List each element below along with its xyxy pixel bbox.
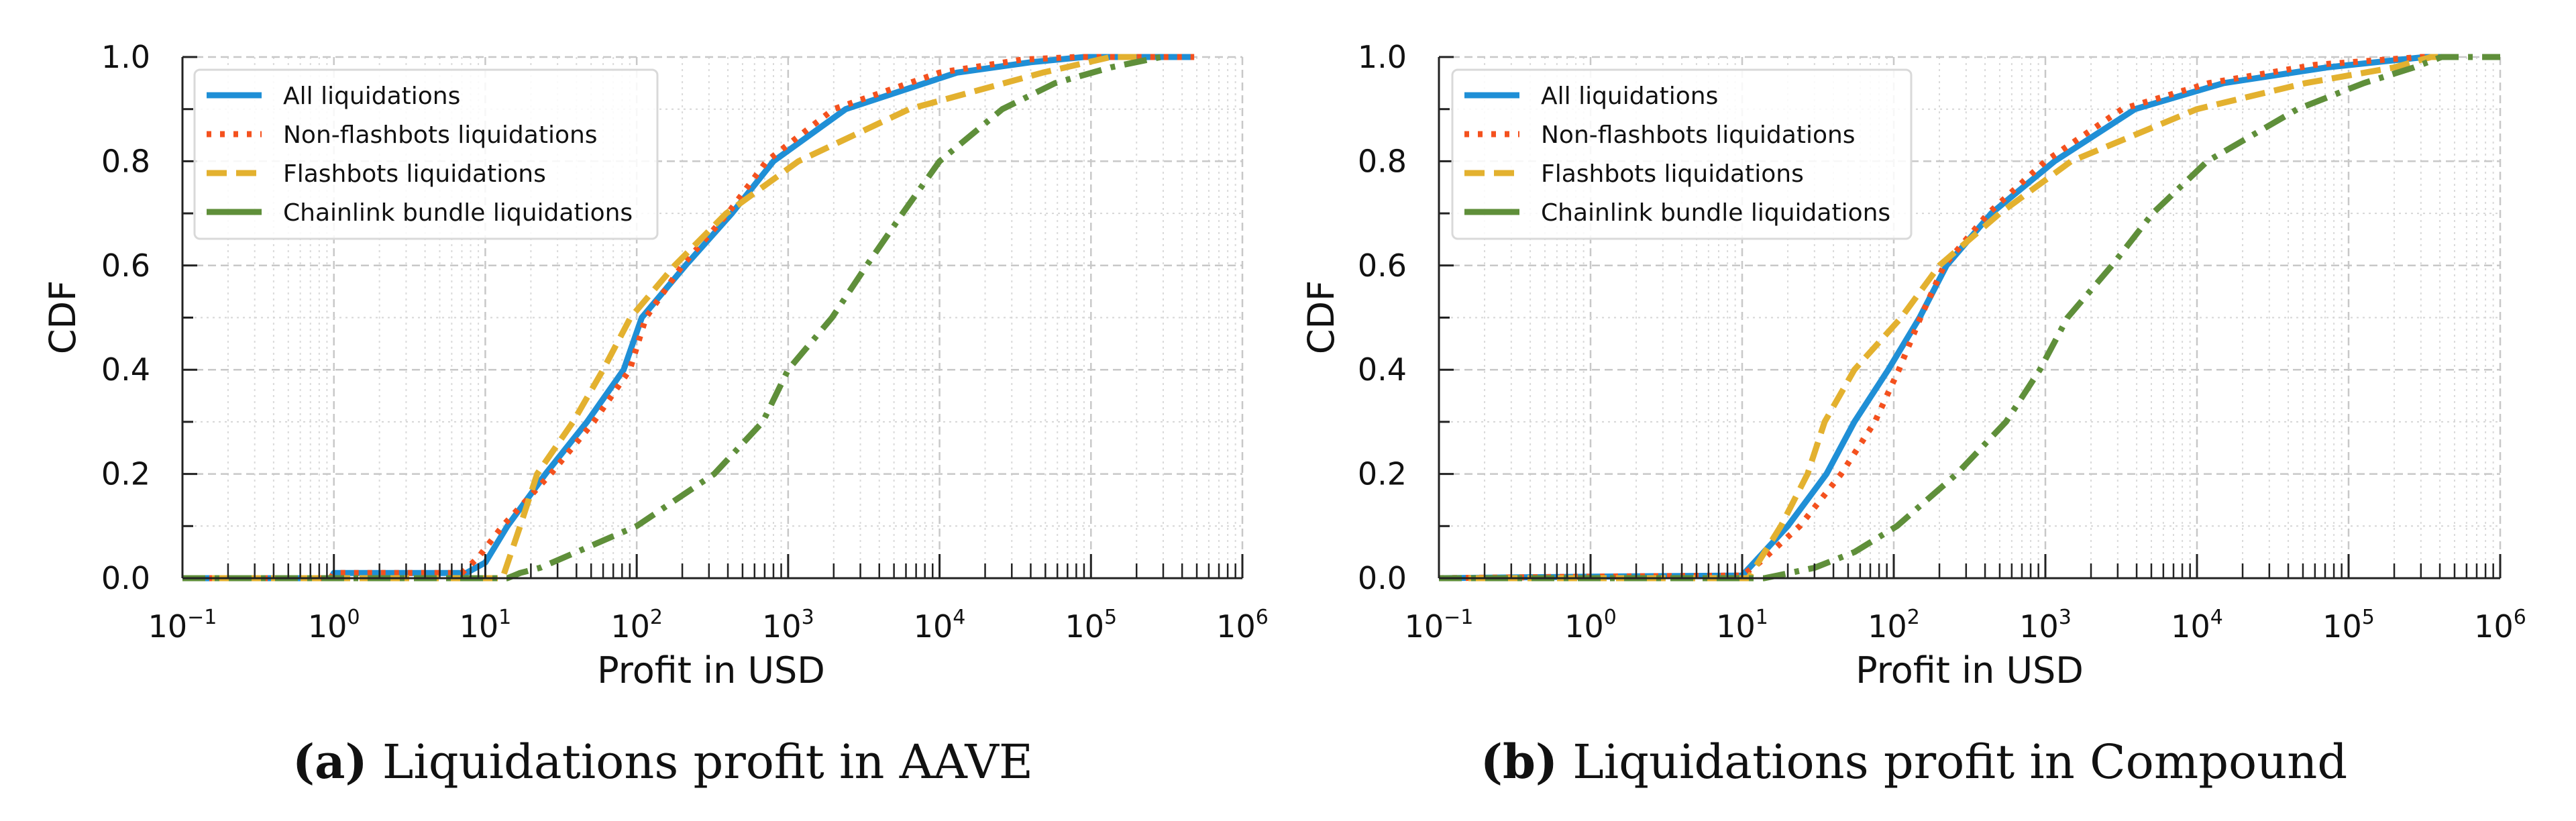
legend-label: Chainlink bundle liquidations: [283, 199, 633, 227]
x-tick-label-base: 10: [1065, 608, 1104, 645]
x-tick-label-exponent: −1: [1444, 606, 1473, 629]
tick-labels: 10−1 100 101 102 103 104 105 1060.00.20.40.60.8…: [1358, 39, 2526, 645]
x-tick-label-exponent: 5: [2362, 606, 2375, 629]
x-tick-label-base: 10: [1564, 608, 1604, 645]
x-tick-label: 103: [2019, 606, 2072, 645]
x-tick-label-exponent: −1: [187, 606, 217, 629]
caption: (a) Liquidations profit in AAVE: [292, 734, 1033, 789]
x-tick-label-base: 10: [308, 608, 347, 645]
y-tick-label: 0.6: [101, 248, 150, 284]
y-tick-label: 0.4: [101, 351, 150, 388]
caption-space: [1558, 734, 1572, 789]
x-tick-label-exponent: 2: [650, 606, 663, 629]
x-tick-label-exponent: 0: [1604, 606, 1617, 629]
y-axis-label: CDF: [1300, 280, 1342, 354]
x-tick-label-exponent: 3: [2059, 606, 2072, 629]
tick-labels: 10−1 100 101 102 103 104 105 1060.00.20.40.60.8…: [101, 39, 1269, 645]
x-tick-label: 102: [1868, 606, 1920, 645]
x-tick-label: 100: [1564, 606, 1617, 645]
series-group: [1438, 54, 2500, 582]
x-tick-label-base: 10: [1868, 608, 1907, 645]
x-tick-label-base: 10: [2019, 608, 2059, 645]
caption-space: [368, 734, 382, 789]
axes: [1438, 56, 2502, 580]
x-tick-label-base: 10: [762, 608, 802, 645]
legend-label: Non-flashbots liquidations: [1541, 121, 1856, 149]
legend-label: All liquidations: [283, 83, 460, 110]
panel-aave: 10−1 100 101 102 103 104 105 1060.00.20.40.60.8…: [42, 39, 1269, 789]
caption-prefix: (b): [1481, 734, 1558, 789]
caption-text: Liquidations profit in Compound: [1572, 734, 2347, 789]
x-tick-label-base: 10: [460, 608, 499, 645]
legend-box: [1451, 68, 1913, 240]
series-group: [182, 54, 1195, 582]
x-tick-label-exponent: 6: [1256, 606, 1269, 629]
x-tick-label: 104: [914, 606, 966, 645]
x-tick-label: 106: [2474, 606, 2526, 645]
y-tick-label: 1.0: [101, 39, 150, 75]
x-axis-label: Profit in USD: [597, 649, 825, 692]
axes: [181, 56, 1244, 580]
y-tick-label: 0.6: [1358, 248, 1407, 284]
x-tick-label-exponent: 1: [1756, 606, 1768, 629]
panel-compound: 10−1 100 101 102 103 104 105 1060.00.20.40.60.8…: [1300, 39, 2526, 789]
x-tick-label-exponent: 3: [802, 606, 814, 629]
legend-label: Flashbots liquidations: [283, 160, 546, 188]
legend: All liquidations Non-flashbots liquidatio…: [1451, 68, 1913, 240]
x-tick-label: 10−1: [1405, 606, 1474, 645]
series-line-dashdot: [1439, 54, 2500, 582]
series-line-dashed: [182, 54, 1137, 582]
x-tick-label-base: 10: [148, 608, 188, 645]
x-tick-label-base: 10: [2171, 608, 2210, 645]
x-tick-label: 102: [610, 606, 663, 645]
x-tick-label: 103: [762, 606, 814, 645]
legend-label: Non-flashbots liquidations: [283, 121, 598, 149]
x-axis-label: Profit in USD: [1856, 649, 2084, 692]
legend: All liquidations Non-flashbots liquidatio…: [193, 68, 659, 240]
x-tick-label-base: 10: [914, 608, 953, 645]
x-tick-label-exponent: 2: [1907, 606, 1920, 629]
x-tick-label: 105: [2322, 606, 2375, 645]
x-tick-label: 106: [1216, 606, 1269, 645]
x-tick-label: 104: [2171, 606, 2223, 645]
series-line-dotted: [1438, 54, 2451, 582]
x-tick-label-exponent: 0: [347, 606, 360, 629]
x-tick-label-exponent: 4: [2210, 606, 2223, 629]
y-tick-label: 0.0: [101, 560, 150, 596]
y-tick-label: 0.8: [101, 143, 150, 179]
series-line-dotted: [182, 54, 1195, 582]
x-tick-label: 101: [1716, 606, 1768, 645]
x-tick-label: 100: [308, 606, 360, 645]
x-tick-label-exponent: 6: [2514, 606, 2526, 629]
y-tick-label: 0.2: [1358, 456, 1407, 492]
x-tick-label-exponent: 1: [498, 606, 511, 629]
x-tick-label-base: 10: [1716, 608, 1756, 645]
x-tick-label-base: 10: [1405, 608, 1444, 645]
x-tick-label-base: 10: [2322, 608, 2362, 645]
x-tick-label-base: 10: [2474, 608, 2514, 645]
x-tick-label-exponent: 4: [953, 606, 965, 629]
legend-box: [193, 68, 659, 240]
series-line-solid: [182, 54, 1195, 582]
y-tick-label: 1.0: [1358, 39, 1407, 75]
y-tick-label: 0.8: [1358, 143, 1407, 179]
x-tick-label-base: 10: [1216, 608, 1256, 645]
y-tick-label: 0.4: [1358, 351, 1407, 388]
y-axis-label: CDF: [42, 280, 84, 354]
series-line-dashed: [1439, 54, 2451, 582]
x-tick-label-exponent: 5: [1104, 606, 1117, 629]
legend-label: Chainlink bundle liquidations: [1541, 199, 1890, 227]
legend-label: Flashbots liquidations: [1541, 160, 1804, 188]
caption: (b) Liquidations profit in Compound: [1481, 734, 2347, 789]
x-tick-label: 101: [460, 606, 512, 645]
caption-prefix: (a): [292, 734, 368, 789]
legend-label: All liquidations: [1541, 83, 1718, 110]
x-tick-label: 10−1: [148, 606, 217, 645]
x-tick-label-base: 10: [610, 608, 650, 645]
x-tick-label: 105: [1065, 606, 1117, 645]
y-tick-label: 0.2: [101, 456, 150, 492]
caption-text: Liquidations profit in AAVE: [382, 734, 1033, 789]
y-tick-label: 0.0: [1358, 560, 1407, 596]
